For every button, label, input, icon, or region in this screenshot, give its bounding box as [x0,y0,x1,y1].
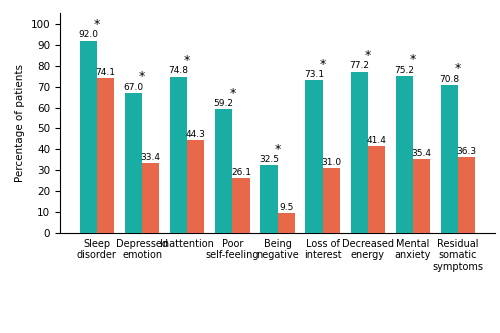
Text: 26.1: 26.1 [231,168,251,177]
Bar [80,41,97,233]
Bar [368,147,385,233]
Text: *: * [229,87,235,100]
Bar [322,168,340,233]
Text: 36.3: 36.3 [456,147,476,156]
Bar [306,80,322,233]
Text: *: * [364,49,371,62]
Text: 31.0: 31.0 [321,158,342,167]
Text: *: * [94,18,100,31]
Bar [458,157,475,233]
Text: 41.4: 41.4 [366,137,386,146]
Text: 74.1: 74.1 [96,68,116,77]
Bar [232,178,250,233]
Text: 92.0: 92.0 [78,31,98,40]
Text: 59.2: 59.2 [214,99,234,108]
Text: 77.2: 77.2 [349,62,369,71]
Bar [170,77,187,233]
Text: 73.1: 73.1 [304,70,324,79]
Text: *: * [274,143,280,156]
Bar [260,165,278,233]
Text: 74.8: 74.8 [168,67,188,76]
Text: 67.0: 67.0 [124,83,144,92]
Text: *: * [320,58,326,71]
Bar [215,109,232,233]
Y-axis label: Percentage of patients: Percentage of patients [15,64,25,182]
Text: 32.5: 32.5 [259,155,279,164]
Text: 35.4: 35.4 [412,149,432,158]
Bar [413,159,430,233]
Bar [187,141,204,233]
Text: 44.3: 44.3 [186,130,206,139]
Text: *: * [455,63,461,76]
Bar [441,85,458,233]
Text: 75.2: 75.2 [394,66,414,75]
Bar [350,72,368,233]
Bar [396,76,413,233]
Bar [142,163,159,233]
Text: *: * [139,71,145,84]
Text: 33.4: 33.4 [140,153,160,162]
Text: *: * [184,54,190,67]
Bar [278,213,294,233]
Bar [125,93,142,233]
Text: 70.8: 70.8 [440,75,460,84]
Text: 9.5: 9.5 [279,203,293,212]
Text: *: * [410,53,416,66]
Bar [97,78,114,233]
